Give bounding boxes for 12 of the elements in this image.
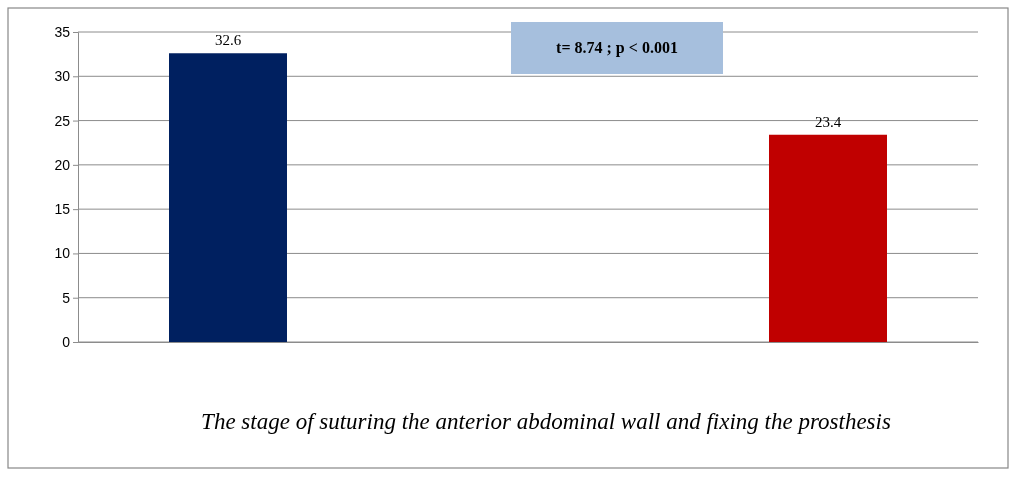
x-axis-title: The stage of suturing the anterior abdominal wall and fixing the prosthesis bbox=[201, 409, 891, 434]
y-tick-label: 20 bbox=[54, 156, 71, 173]
y-tick-label: 25 bbox=[54, 112, 71, 129]
y-tick-label: 0 bbox=[62, 333, 71, 350]
y-tick-label: 10 bbox=[54, 245, 71, 262]
y-tick-label: 35 bbox=[54, 23, 71, 40]
y-tick-label: 30 bbox=[54, 68, 71, 85]
data-label: 32.6 bbox=[214, 32, 242, 49]
y-tick-label: 5 bbox=[62, 289, 71, 306]
annotation: t= 8.74 ; p < 0.001 bbox=[556, 39, 678, 57]
data-label: 23.4 bbox=[814, 113, 842, 130]
y-tick-label: 15 bbox=[54, 201, 71, 218]
